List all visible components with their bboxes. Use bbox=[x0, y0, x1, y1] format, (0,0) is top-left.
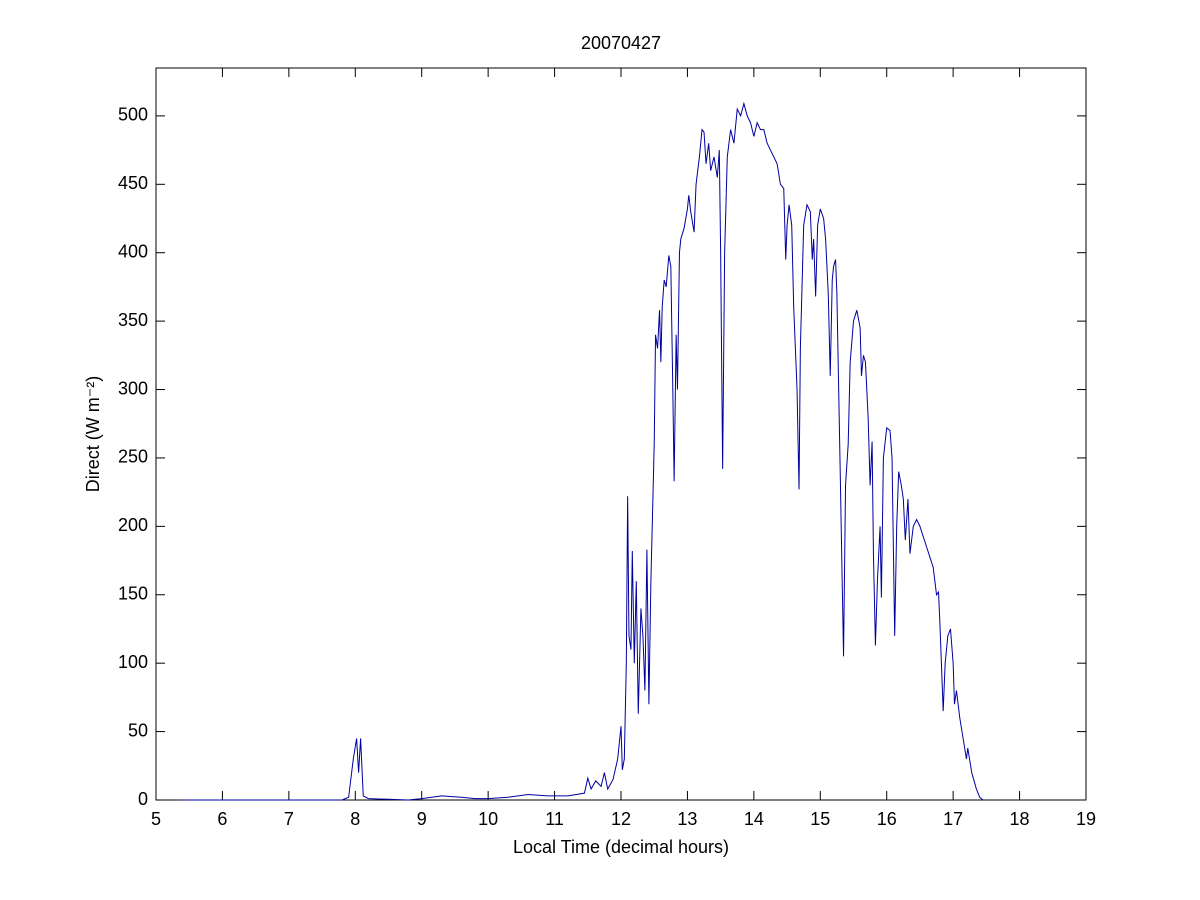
y-tick-label: 450 bbox=[118, 173, 148, 193]
y-tick-label: 150 bbox=[118, 584, 148, 604]
plot-frame bbox=[155, 67, 1087, 801]
y-tick-label: 250 bbox=[118, 447, 148, 467]
y-tick-label: 100 bbox=[118, 652, 148, 672]
y-tick-label: 0 bbox=[138, 789, 148, 809]
x-tick-label: 17 bbox=[943, 809, 963, 829]
x-tick-label: 9 bbox=[417, 809, 427, 829]
x-tick-label: 11 bbox=[545, 809, 564, 829]
y-tick-label: 200 bbox=[118, 515, 148, 535]
chart-title: 20070427 bbox=[581, 33, 661, 53]
x-tick-label: 14 bbox=[744, 809, 764, 829]
x-tick-label: 5 bbox=[151, 809, 161, 829]
x-tick-label: 7 bbox=[284, 809, 294, 829]
x-axis-label: Local Time (decimal hours) bbox=[513, 837, 729, 857]
y-tick-label: 50 bbox=[128, 720, 148, 740]
y-tick-label: 350 bbox=[118, 310, 148, 330]
x-tick-label: 18 bbox=[1010, 809, 1030, 829]
x-tick-label: 16 bbox=[877, 809, 897, 829]
x-tick-label: 12 bbox=[611, 809, 631, 829]
x-tick-label: 10 bbox=[478, 809, 498, 829]
x-tick-label: 8 bbox=[350, 809, 360, 829]
y-tick-label: 300 bbox=[118, 378, 148, 398]
data-line bbox=[182, 101, 984, 801]
x-tick-label: 13 bbox=[677, 809, 697, 829]
y-axis-label: Direct (W m⁻²) bbox=[83, 376, 103, 492]
x-tick-label: 6 bbox=[217, 809, 227, 829]
x-tick-label: 15 bbox=[810, 809, 830, 829]
y-tick-label: 400 bbox=[118, 241, 148, 261]
y-tick-label: 500 bbox=[118, 105, 148, 125]
x-tick-label: 19 bbox=[1076, 809, 1096, 829]
